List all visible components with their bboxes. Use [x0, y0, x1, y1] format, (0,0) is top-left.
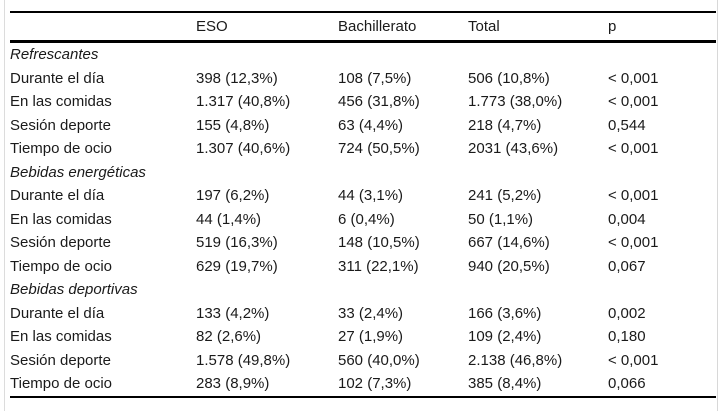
cell-bachillerato: 724 (50,5%) — [338, 140, 420, 158]
row-label: En las comidas — [10, 210, 112, 228]
cell-bachillerato: 108 (7,5%) — [338, 69, 412, 87]
cell-p: < 0,001 — [608, 140, 659, 158]
cell-eso: 133 (4,2%) — [196, 304, 270, 322]
cell-eso: 44 (1,4%) — [196, 210, 262, 228]
cell-p: 0,067 — [608, 257, 646, 275]
table-row-group: Bebidas deportivas — [10, 278, 716, 302]
cell-p: 0,002 — [608, 304, 646, 322]
cell-p: 0,004 — [608, 210, 646, 228]
table-row: Tiempo de ocio 283 (8,9%) 102 (7,3%) 385… — [10, 372, 716, 397]
cell-bachillerato: 6 (0,4%) — [338, 210, 395, 228]
row-label: Sesión deporte — [10, 351, 111, 369]
table-row: Durante el día 133 (4,2%) 33 (2,4%) 166 … — [10, 302, 716, 326]
cell-eso: 1.317 (40,8%) — [196, 93, 291, 111]
col-header-bachillerato: Bachillerato — [338, 18, 417, 35]
table-row-group: Bebidas energéticas — [10, 161, 716, 185]
table-row: Sesión deporte 1.578 (49,8%) 560 (40,0%)… — [10, 349, 716, 373]
col-header-total: Total — [468, 18, 500, 35]
cell-eso: 629 (19,7%) — [196, 257, 278, 275]
cell-bachillerato: 102 (7,3%) — [338, 375, 412, 393]
cell-total: 385 (8,4%) — [468, 375, 542, 393]
cell-p: < 0,001 — [608, 69, 659, 87]
cell-eso: 283 (8,9%) — [196, 375, 270, 393]
cell-total: 2031 (43,6%) — [468, 140, 559, 158]
cell-eso: 519 (16,3%) — [196, 234, 278, 252]
row-label: Tiempo de ocio — [10, 257, 112, 275]
cell-p: < 0,001 — [608, 187, 659, 205]
group-label: Bebidas deportivas — [10, 281, 138, 299]
cell-total: 940 (20,5%) — [468, 257, 550, 275]
table-row: Sesión deporte 155 (4,8%) 63 (4,4%) 218 … — [10, 114, 716, 138]
cell-total: 109 (2,4%) — [468, 328, 542, 346]
statistics-table-container: ESO Bachillerato Total p Refrescantes Du… — [10, 11, 716, 398]
table-row: Durante el día 398 (12,3%) 108 (7,5%) 50… — [10, 67, 716, 91]
cell-bachillerato: 311 (22,1%) — [338, 257, 419, 275]
row-label: Tiempo de ocio — [10, 140, 112, 158]
cell-bachillerato: 44 (3,1%) — [338, 187, 404, 205]
row-label: Durante el día — [10, 187, 105, 205]
cell-p: < 0,001 — [608, 234, 659, 252]
cell-bachillerato: 456 (31,8%) — [338, 93, 420, 111]
cell-bachillerato: 33 (2,4%) — [338, 304, 404, 322]
cell-eso: 1.307 (40,6%) — [196, 140, 291, 158]
cell-eso: 155 (4,8%) — [196, 116, 270, 134]
row-label: Sesión deporte — [10, 116, 111, 134]
table-row: Durante el día 197 (6,2%) 44 (3,1%) 241 … — [10, 184, 716, 208]
cell-total: 218 (4,7%) — [468, 116, 542, 134]
cell-p: 0,180 — [608, 328, 646, 346]
cell-p: < 0,001 — [608, 351, 659, 369]
table-row-group: Refrescantes — [10, 42, 716, 67]
cell-p: < 0,001 — [608, 93, 659, 111]
cell-p: 0,544 — [608, 116, 646, 134]
row-label: Durante el día — [10, 69, 105, 87]
table-row: En las comidas 82 (2,6%) 27 (1,9%) 109 (… — [10, 325, 716, 349]
cell-total: 166 (3,6%) — [468, 304, 542, 322]
cell-eso: 82 (2,6%) — [196, 328, 262, 346]
col-header-p: p — [608, 18, 617, 35]
cell-bachillerato: 63 (4,4%) — [338, 116, 404, 134]
table-row: Tiempo de ocio 1.307 (40,6%) 724 (50,5%)… — [10, 137, 716, 161]
row-label: Sesión deporte — [10, 234, 111, 252]
row-label: Durante el día — [10, 304, 105, 322]
col-header-empty — [10, 12, 196, 42]
table-row: En las comidas 44 (1,4%) 6 (0,4%) 50 (1,… — [10, 208, 716, 232]
table-row: Sesión deporte 519 (16,3%) 148 (10,5%) 6… — [10, 231, 716, 255]
cell-total: 506 (10,8%) — [468, 69, 550, 87]
group-label: Bebidas energéticas — [10, 163, 146, 181]
cell-bachillerato: 560 (40,0%) — [338, 351, 420, 369]
cell-eso: 398 (12,3%) — [196, 69, 278, 87]
col-header-eso: ESO — [196, 18, 228, 35]
cell-total: 1.773 (38,0%) — [468, 93, 563, 111]
cell-total: 50 (1,1%) — [468, 210, 534, 228]
cell-p: 0,066 — [608, 375, 646, 393]
cell-eso: 197 (6,2%) — [196, 187, 270, 205]
table-row: Tiempo de ocio 629 (19,7%) 311 (22,1%) 9… — [10, 255, 716, 279]
row-label: En las comidas — [10, 328, 112, 346]
cell-total: 241 (5,2%) — [468, 187, 542, 205]
cell-bachillerato: 27 (1,9%) — [338, 328, 404, 346]
table-row: En las comidas 1.317 (40,8%) 456 (31,8%)… — [10, 90, 716, 114]
group-label: Refrescantes — [10, 46, 99, 64]
row-label: En las comidas — [10, 93, 112, 111]
header-row: ESO Bachillerato Total p — [10, 12, 716, 42]
row-label: Tiempo de ocio — [10, 375, 112, 393]
statistics-table: ESO Bachillerato Total p Refrescantes Du… — [10, 11, 716, 398]
cell-total: 667 (14,6%) — [468, 234, 550, 252]
cell-bachillerato: 148 (10,5%) — [338, 234, 420, 252]
cell-eso: 1.578 (49,8%) — [196, 351, 291, 369]
cell-total: 2.138 (46,8%) — [468, 351, 563, 369]
